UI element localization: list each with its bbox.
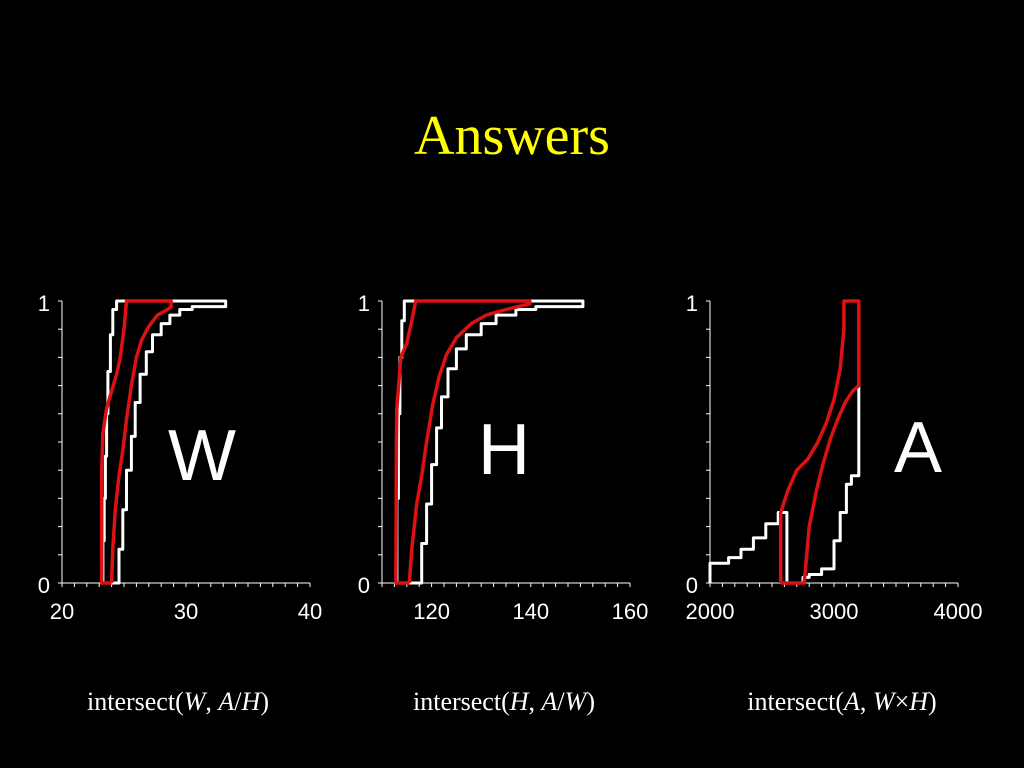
bounds-curve-1 <box>394 299 532 585</box>
x-tick-label-0: 20 <box>50 599 74 624</box>
caption-w-prefix: intersect( <box>87 687 184 716</box>
x-tick-label-0: 40 <box>298 599 322 624</box>
caption-h-arg2a: A <box>541 687 558 716</box>
caption-a-suffix: ) <box>928 687 937 716</box>
caption-w-arg2b: H <box>241 687 261 716</box>
caption-w-arg1: W <box>183 687 206 716</box>
caption-a-arg1: A <box>844 687 860 716</box>
caption-h-arg2b: W <box>564 687 587 716</box>
caption-a: intersect(A, W×H) <box>692 685 992 719</box>
panel-label-1: H <box>478 410 530 490</box>
caption-w-arg2a: A <box>218 687 235 716</box>
caption-w-sep: , <box>205 687 219 716</box>
caption-h: intersect(H, A/W) <box>354 685 654 719</box>
x-tick-label-1: 120 <box>413 599 450 624</box>
x-tick-label-2: 2000 <box>686 599 735 624</box>
bounds-curve-0 <box>99 299 173 585</box>
x-tick-label-0: 30 <box>174 599 198 624</box>
x-tick-label-1: 140 <box>512 599 549 624</box>
caption-h-op: / <box>557 687 565 716</box>
caption-h-suffix: ) <box>586 687 595 716</box>
slide-title: Answers <box>414 105 610 167</box>
caption-w-op: / <box>234 687 242 716</box>
y-tick-label-0: 0 <box>38 573 50 598</box>
x-tick-label-2: 4000 <box>934 599 983 624</box>
caption-a-sep: , <box>859 687 873 716</box>
panel-label-0: W <box>168 416 236 496</box>
caption-h-prefix: intersect( <box>413 687 510 716</box>
panel-label-2: A <box>894 408 942 488</box>
x-tick-label-1: 160 <box>612 599 649 624</box>
caption-a-prefix: intersect( <box>747 687 845 716</box>
y-tick-label-2: 0 <box>686 573 698 598</box>
y-tick-label-1: 0 <box>358 573 370 598</box>
caption-w: intersect(W, A/H) <box>28 685 328 719</box>
y-tick-label-1: 1 <box>358 291 370 316</box>
caption-h-sep: , <box>528 687 542 716</box>
y-tick-label-0: 1 <box>38 291 50 316</box>
cdf-curve-1 <box>395 299 585 585</box>
caption-a-op: × <box>894 687 910 716</box>
caption-w-suffix: ) <box>260 687 269 716</box>
x-tick-label-2: 3000 <box>810 599 859 624</box>
cdf-curve-2 <box>708 301 861 585</box>
y-tick-label-2: 1 <box>686 291 698 316</box>
caption-a-arg2a: W <box>872 687 895 716</box>
caption-h-arg1: H <box>509 687 529 716</box>
bounds-curve-2 <box>778 299 861 585</box>
caption-a-arg2b: H <box>909 687 929 716</box>
